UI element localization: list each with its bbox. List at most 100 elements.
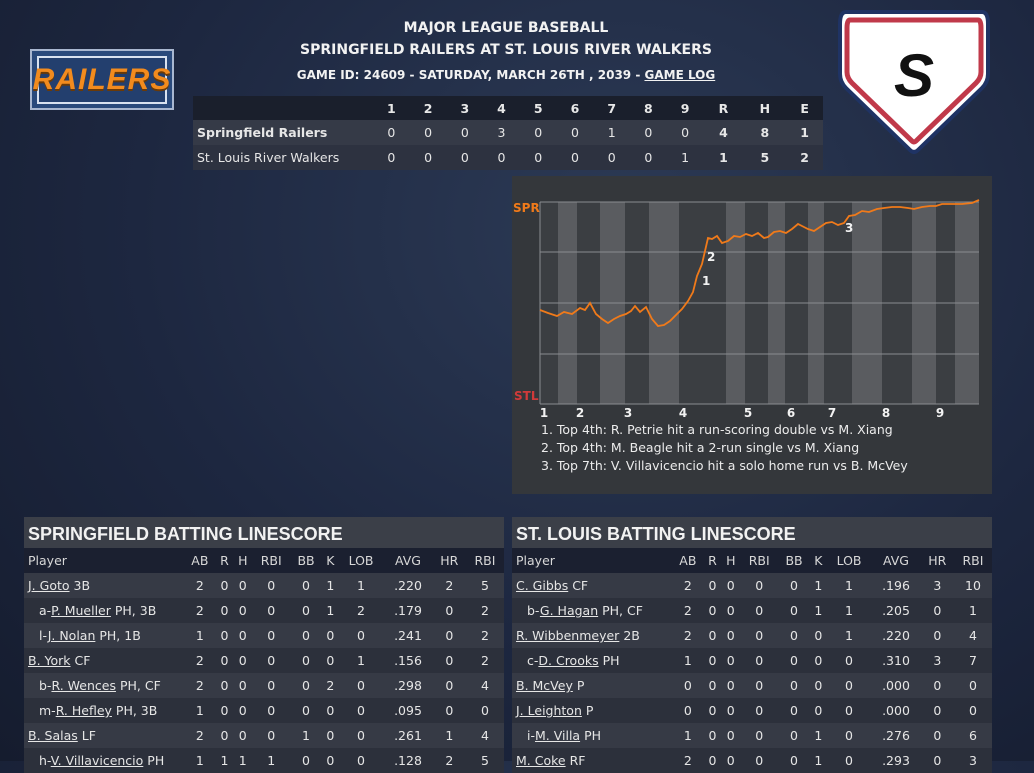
- player-link[interactable]: P. Mueller: [51, 603, 111, 618]
- player-link[interactable]: J. Nolan: [47, 628, 96, 643]
- stat-cell: 2: [184, 573, 216, 598]
- stat-cell: 0: [826, 698, 872, 723]
- stlouis-batting-table: Player AB R H RBI BB K LOB AVG HR RBI C.…: [512, 548, 992, 773]
- runs-header: R: [703, 96, 744, 120]
- player-link[interactable]: D. Crooks: [538, 653, 599, 668]
- stat-cell: 0: [672, 698, 704, 723]
- stat-cell: 0: [672, 673, 704, 698]
- col-header[interactable]: K: [321, 548, 339, 573]
- player-position: PH: [584, 728, 601, 743]
- player-link[interactable]: B. Salas: [28, 728, 78, 743]
- chart-note: 1. Top 4th: R. Petrie hit a run-scoring …: [541, 422, 893, 437]
- col-header[interactable]: BB: [290, 548, 322, 573]
- stat-cell: 2: [672, 623, 704, 648]
- game-log-link[interactable]: GAME LOG: [644, 68, 716, 82]
- stat-cell: 0: [826, 673, 872, 698]
- stat-cell: 2: [672, 598, 704, 623]
- col-header[interactable]: AB: [672, 548, 704, 573]
- player-link[interactable]: B. McVey: [516, 678, 573, 693]
- col-header[interactable]: R: [703, 548, 722, 573]
- inning-header: 7: [593, 96, 631, 120]
- player-position: CF: [572, 578, 589, 593]
- col-header[interactable]: BB: [778, 548, 810, 573]
- stat-cell: 0: [290, 598, 322, 623]
- player-link[interactable]: R. Hefley: [55, 703, 112, 718]
- stat-cell: 0: [721, 623, 741, 648]
- col-header[interactable]: K: [809, 548, 827, 573]
- col-header[interactable]: RBI: [740, 548, 779, 573]
- inning-score: 0: [446, 145, 484, 170]
- chart-gridlines: [539, 201, 979, 405]
- springfield-batting-rows: J. Goto 3B 2 0 0 0 0 1 1.220 2 5 a-P. Mueller PH, …: [24, 573, 504, 773]
- stat-cell: 0: [290, 623, 322, 648]
- stat-cell: 0: [740, 673, 779, 698]
- col-header[interactable]: H: [721, 548, 741, 573]
- inning-tick-label: 8: [882, 406, 890, 420]
- batter-row: l-J. Nolan PH, 1B 1 0 0 0 0 0 0.241 0 2: [24, 623, 504, 648]
- batter-cell: B. McVey P: [512, 673, 672, 698]
- chart-note: 3. Top 7th: V. Villavicencio hit a solo …: [541, 458, 908, 473]
- player-position: 2B: [623, 628, 640, 643]
- stat-cell: 2: [465, 598, 504, 623]
- stat-cell: .241: [383, 623, 433, 648]
- linescore-row-away: Springfield Railers 0 0 0 3 0 0 1 0 0 4 …: [193, 120, 823, 145]
- stat-cell: 0: [740, 698, 779, 723]
- inning-header: 9: [666, 96, 704, 120]
- batter-cell: B. York CF: [24, 648, 184, 673]
- player-link[interactable]: J. Leighton: [516, 703, 582, 718]
- stat-cell: 7: [953, 648, 992, 673]
- inning-score: 0: [409, 145, 447, 170]
- inning-score: 0: [556, 145, 594, 170]
- player-link[interactable]: C. Gibbs: [516, 578, 569, 593]
- player-link[interactable]: R. Wibbenmeyer: [516, 628, 620, 643]
- chart-notes: 1. Top 4th: R. Petrie hit a run-scoring …: [541, 421, 908, 475]
- col-header[interactable]: RBI: [953, 548, 992, 573]
- inning-score: 0: [373, 145, 410, 170]
- stat-cell: 4: [465, 723, 504, 748]
- sub-prefix: i-: [527, 728, 535, 743]
- col-header[interactable]: HR: [920, 548, 954, 573]
- player-link[interactable]: G. Hagan: [539, 603, 599, 618]
- stat-cell: 0: [703, 573, 722, 598]
- stat-cell: 0: [338, 698, 384, 723]
- player-position: PH, CF: [602, 603, 643, 618]
- linescore-header: 1 2 3 4 5 6 7 8 9 R H E: [193, 96, 823, 120]
- stat-cell: 0: [826, 648, 872, 673]
- col-header[interactable]: H: [233, 548, 253, 573]
- col-header[interactable]: AB: [184, 548, 216, 573]
- col-header[interactable]: R: [215, 548, 234, 573]
- col-header[interactable]: Player: [512, 548, 672, 573]
- stat-cell: .276: [871, 723, 921, 748]
- player-link[interactable]: B. York: [28, 653, 71, 668]
- sub-prefix: a-: [39, 603, 52, 618]
- stat-cell: 0: [215, 623, 234, 648]
- col-header[interactable]: HR: [432, 548, 466, 573]
- stat-cell: 1: [826, 573, 872, 598]
- col-header[interactable]: LOB: [826, 548, 872, 573]
- col-header[interactable]: Player: [24, 548, 184, 573]
- stat-cell: 0: [233, 648, 253, 673]
- stat-cell: 0: [953, 673, 992, 698]
- stat-cell: 2: [184, 598, 216, 623]
- stat-cell: 1: [321, 598, 339, 623]
- stat-cell: 0: [233, 623, 253, 648]
- stat-cell: 0: [778, 698, 810, 723]
- player-link[interactable]: M. Villa: [534, 728, 581, 743]
- batter-row: c-D. Crooks PH 1 0 0 0 0 0 0.310 3 7: [512, 648, 992, 673]
- col-header[interactable]: AVG: [871, 548, 921, 573]
- stat-cell: .298: [383, 673, 433, 698]
- stat-cell: 6: [953, 723, 992, 748]
- col-header[interactable]: RBI: [465, 548, 504, 573]
- inning-score: 0: [556, 120, 594, 145]
- col-header[interactable]: RBI: [252, 548, 291, 573]
- stat-cell: 0: [432, 648, 466, 673]
- col-header[interactable]: AVG: [383, 548, 433, 573]
- player-link[interactable]: R. Wences: [51, 678, 116, 693]
- player-link[interactable]: J. Goto: [28, 578, 70, 593]
- chart-top-label: SPR: [513, 201, 540, 215]
- stat-cell: 0: [338, 673, 384, 698]
- springfield-batting-panel: SPRINGFIELD BATTING LINESCORE Player AB …: [24, 517, 504, 773]
- col-header[interactable]: LOB: [338, 548, 384, 573]
- total-hits: 5: [743, 145, 787, 170]
- batter-cell: R. Wibbenmeyer 2B: [512, 623, 672, 648]
